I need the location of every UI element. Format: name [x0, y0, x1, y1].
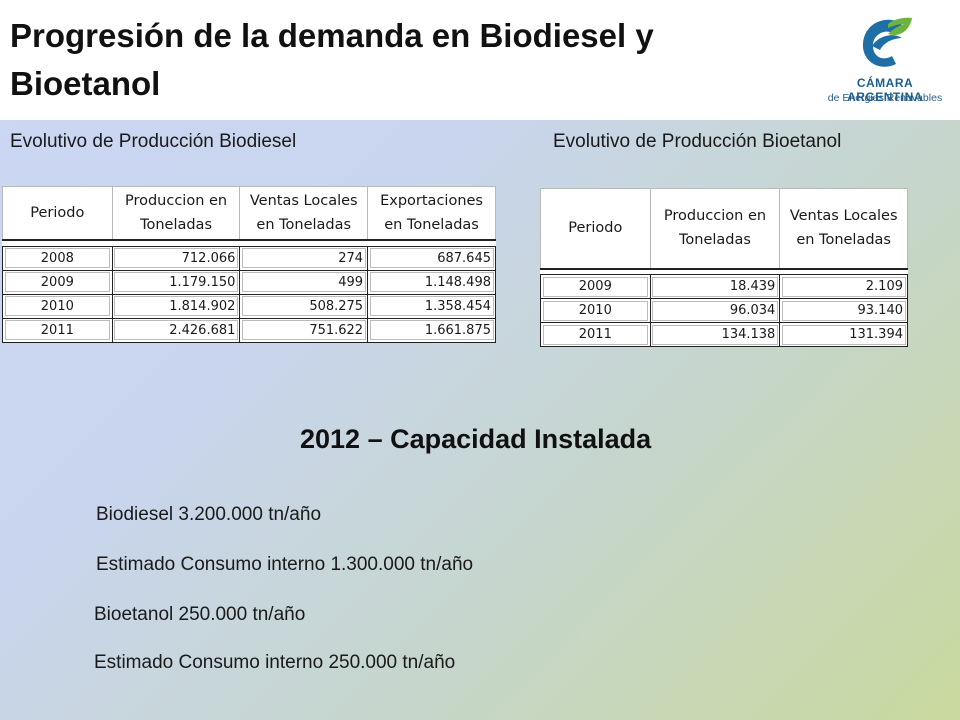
capacity-biodiesel: Biodiesel 3.200.000 tn/año — [96, 504, 322, 525]
cell-ventas: 274 — [239, 245, 369, 271]
cell-produccion: 134.138 — [649, 322, 781, 347]
cell-periodo: 2011 — [2, 317, 113, 343]
table-row: 2009 18.439 2.109 — [540, 274, 908, 299]
column-header-ventas: Ventas Locales en Toneladas — [779, 188, 908, 269]
column-header-produccion: Produccion en Toneladas — [649, 188, 781, 269]
cell-produccion: 96.034 — [649, 298, 781, 323]
organization-logo: CÁMARA ARGENTINA de Energias Renovables — [820, 16, 950, 116]
column-header-ventas: Ventas Locales en Toneladas — [239, 186, 369, 241]
table-header-row: Periodo Produccion en Toneladas Ventas L… — [2, 186, 496, 241]
cell-produccion: 712.066 — [111, 245, 241, 271]
cell-produccion: 1.814.902 — [111, 293, 241, 319]
bioetanol-table: Periodo Produccion en Toneladas Ventas L… — [540, 188, 908, 347]
table-row: 2008 712.066 274 687.645 — [2, 245, 496, 271]
capacity-bioetanol-consumo: Estimado Consumo interno 250.000 tn/año — [94, 652, 456, 673]
capacity-biodiesel-consumo: Estimado Consumo interno 1.300.000 tn/añ… — [96, 554, 474, 575]
cell-exportaciones: 1.358.454 — [367, 293, 496, 319]
cell-periodo: 2011 — [540, 322, 651, 347]
cell-periodo: 2009 — [2, 269, 113, 295]
cell-produccion: 2.426.681 — [111, 317, 241, 343]
table-row: 2010 1.814.902 508.275 1.358.454 — [2, 293, 496, 319]
capacity-title: 2012 – Capacidad Instalada — [300, 424, 652, 454]
slide-title: Progresión de la demanda en Biodiesel y … — [10, 17, 654, 102]
logo-subtitle: de Energias Renovables — [827, 92, 943, 104]
cell-produccion: 1.179.150 — [111, 269, 241, 295]
cell-exportaciones: 687.645 — [367, 245, 496, 271]
biodiesel-table: Periodo Produccion en Toneladas Ventas L… — [2, 186, 496, 343]
cell-periodo: 2008 — [2, 245, 113, 271]
table-row: 2011 2.426.681 751.622 1.661.875 — [2, 317, 496, 343]
column-header-exportaciones: Exportaciones en Toneladas — [367, 186, 496, 241]
cell-periodo: 2009 — [540, 274, 651, 299]
cell-periodo: 2010 — [540, 298, 651, 323]
table-header-row: Periodo Produccion en Toneladas Ventas L… — [540, 188, 908, 269]
biodiesel-subtitle: Evolutivo de Producción Biodiesel — [10, 131, 297, 152]
column-header-produccion: Produccion en Toneladas — [111, 186, 241, 241]
cell-produccion: 18.439 — [649, 274, 781, 299]
capacity-bioetanol: Bioetanol 250.000 tn/año — [94, 604, 306, 625]
bioetanol-subtitle: Evolutivo de Producción Bioetanol — [553, 131, 842, 152]
cell-ventas: 2.109 — [779, 274, 908, 299]
slide-header: Progresión de la demanda en Biodiesel y … — [0, 0, 960, 120]
column-header-periodo: Periodo — [540, 188, 651, 269]
cell-ventas: 93.140 — [779, 298, 908, 323]
column-header-periodo: Periodo — [2, 186, 113, 241]
e-leaf-logo-icon — [862, 17, 912, 67]
cell-periodo: 2010 — [2, 293, 113, 319]
table-row: 2010 96.034 93.140 — [540, 298, 908, 323]
cell-exportaciones: 1.661.875 — [367, 317, 496, 343]
table-row: 2009 1.179.150 499 1.148.498 — [2, 269, 496, 295]
cell-ventas: 508.275 — [239, 293, 369, 319]
logo-name: CÁMARA ARGENTINA — [847, 76, 923, 104]
table-row: 2011 134.138 131.394 — [540, 322, 908, 347]
cell-ventas: 499 — [239, 269, 369, 295]
cell-exportaciones: 1.148.498 — [367, 269, 496, 295]
cell-ventas: 751.622 — [239, 317, 369, 343]
cell-ventas: 131.394 — [779, 322, 908, 347]
